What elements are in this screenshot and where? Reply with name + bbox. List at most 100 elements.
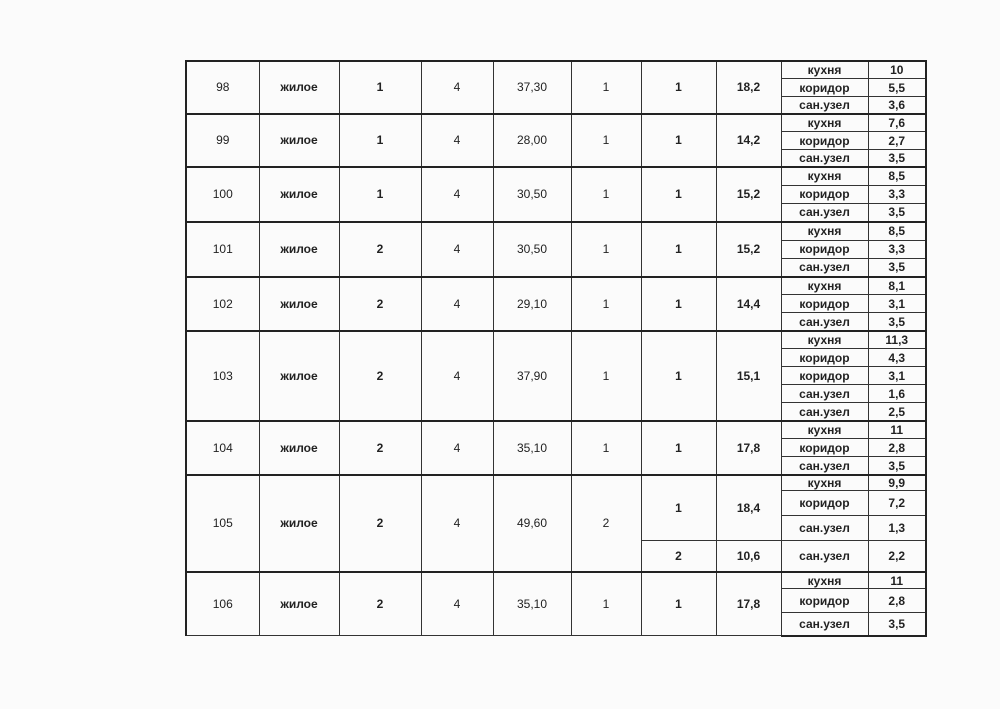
premises-type: жилое <box>258 329 340 422</box>
table-row: 2 10,6 сан.узел 2,2 <box>186 540 927 573</box>
auxiliary-room-name: кухня <box>780 165 869 186</box>
auxiliary-room-name: коридор <box>780 366 869 386</box>
auxiliary-room-area: 1,3 <box>867 515 927 542</box>
auxiliary-room-name: сан.узел <box>780 402 869 422</box>
auxiliary-room-area: 8,5 <box>867 220 927 241</box>
table-row: коридор 5,5 <box>186 78 927 97</box>
column-3-value: 2 <box>338 473 422 573</box>
auxiliary-room-name: сан.узел <box>780 540 869 573</box>
table-row: 98 жилое 1 4 37,30 1 1 18,2 кухня 10 <box>185 60 927 115</box>
room-number: 1 <box>640 419 717 476</box>
auxiliary-room-area: 3,3 <box>867 184 927 205</box>
auxiliary-room-area: 3,5 <box>867 258 927 278</box>
living-area: 18,2 <box>715 60 782 115</box>
living-area: 15,1 <box>715 329 782 422</box>
table-row: сан.узел 2,5 <box>186 402 927 422</box>
table-row: сан.узел 3,5 <box>186 203 927 223</box>
auxiliary-room-area: 3,5 <box>867 612 927 637</box>
total-area: 37,90 <box>492 329 572 422</box>
table-row: коридор 2,8 <box>186 588 927 614</box>
room-number: 1 <box>640 329 717 422</box>
table-row: сан.узел 1,6 <box>186 384 927 404</box>
auxiliary-room-name: коридор <box>780 184 869 205</box>
auxiliary-room-name: коридор <box>780 438 869 458</box>
column-4-value: 4 <box>420 473 494 573</box>
table-row: коридор 2,8 <box>186 438 927 458</box>
apartment-number: 105 <box>185 473 260 573</box>
auxiliary-room-area: 3,5 <box>867 456 927 476</box>
auxiliary-room-area: 2,5 <box>867 402 927 422</box>
living-area: 14,2 <box>715 112 782 168</box>
living-area: 17,8 <box>715 570 782 637</box>
auxiliary-room-area: 3,5 <box>867 148 927 168</box>
rooms-count: 1 <box>570 570 642 637</box>
premises-type: жилое <box>258 473 340 573</box>
column-3-value: 1 <box>338 165 422 223</box>
auxiliary-room-name: коридор <box>780 294 869 314</box>
living-area: 18,4 <box>715 473 782 542</box>
column-4-value: 4 <box>420 220 494 278</box>
column-3-value: 2 <box>338 275 422 332</box>
auxiliary-room-area: 3,5 <box>867 203 927 223</box>
room-number: 1 <box>640 112 717 168</box>
column-3-value: 1 <box>338 112 422 168</box>
auxiliary-room-name: сан.узел <box>780 612 869 637</box>
auxiliary-room-area: 5,5 <box>867 78 927 97</box>
auxiliary-room-area: 2,8 <box>867 588 927 614</box>
table-row: сан.узел 3,5 <box>186 312 927 332</box>
living-area: 15,2 <box>715 165 782 223</box>
total-area: 30,50 <box>492 220 572 278</box>
auxiliary-room-area: 4,3 <box>867 348 927 368</box>
column-3-value: 2 <box>338 570 422 637</box>
auxiliary-room-name: кухня <box>780 329 869 350</box>
auxiliary-room-area: 3,1 <box>867 294 927 314</box>
room-number: 2 <box>640 540 717 573</box>
total-area: 49,60 <box>492 473 572 573</box>
table-row: коридор 3,3 <box>186 184 927 205</box>
total-area: 30,50 <box>492 165 572 223</box>
column-3-value: 1 <box>338 60 422 115</box>
column-4-value: 4 <box>420 60 494 115</box>
living-area: 15,2 <box>715 220 782 278</box>
column-4-value: 4 <box>420 165 494 223</box>
table-row: 101 жилое 2 4 30,50 1 1 15,2 кухня 8,5 <box>185 220 927 278</box>
room-number: 1 <box>640 473 717 542</box>
premises-type: жилое <box>258 419 340 476</box>
auxiliary-room-name: сан.узел <box>780 95 869 115</box>
premises-type: жилое <box>258 165 340 223</box>
rooms-count: 1 <box>570 60 642 115</box>
table-row: коридор 3,3 <box>186 239 927 260</box>
apartment-number: 101 <box>185 220 260 278</box>
table-row: сан.узел 3,5 <box>186 148 927 168</box>
auxiliary-room-name: кухня <box>780 112 869 133</box>
auxiliary-room-area: 3,5 <box>867 312 927 332</box>
auxiliary-room-area: 7,6 <box>867 112 927 133</box>
total-area: 35,10 <box>492 419 572 476</box>
table-row: коридор 7,2 <box>186 490 927 517</box>
column-3-value: 2 <box>338 220 422 278</box>
auxiliary-room-name: коридор <box>780 239 869 260</box>
rooms-count: 2 <box>570 473 642 573</box>
auxiliary-room-name: коридор <box>780 588 869 614</box>
auxiliary-room-name: сан.узел <box>780 312 869 332</box>
table-row: 103 жилое 2 4 37,90 1 1 15,1 кухня 11,3 <box>185 329 927 422</box>
table-row: 106 жилое 2 4 35,10 1 1 17,8 кухня 11 <box>185 570 927 637</box>
auxiliary-room-area: 11 <box>867 419 927 440</box>
column-4-value: 4 <box>420 112 494 168</box>
rooms-count: 1 <box>570 275 642 332</box>
rooms-count: 1 <box>570 419 642 476</box>
auxiliary-room-name: сан.узел <box>780 203 869 223</box>
apartment-number: 102 <box>185 275 260 332</box>
column-3-value: 2 <box>338 329 422 422</box>
apartment-number: 106 <box>185 570 260 637</box>
column-4-value: 4 <box>420 329 494 422</box>
auxiliary-room-name: коридор <box>780 78 869 97</box>
apartment-number: 98 <box>185 60 260 115</box>
auxiliary-room-name: сан.узел <box>780 456 869 476</box>
column-4-value: 4 <box>420 570 494 637</box>
auxiliary-room-area: 11,3 <box>867 329 927 350</box>
auxiliary-room-name: кухня <box>780 275 869 296</box>
room-number: 1 <box>640 60 717 115</box>
auxiliary-room-name: сан.узел <box>780 384 869 404</box>
total-area: 35,10 <box>492 570 572 637</box>
